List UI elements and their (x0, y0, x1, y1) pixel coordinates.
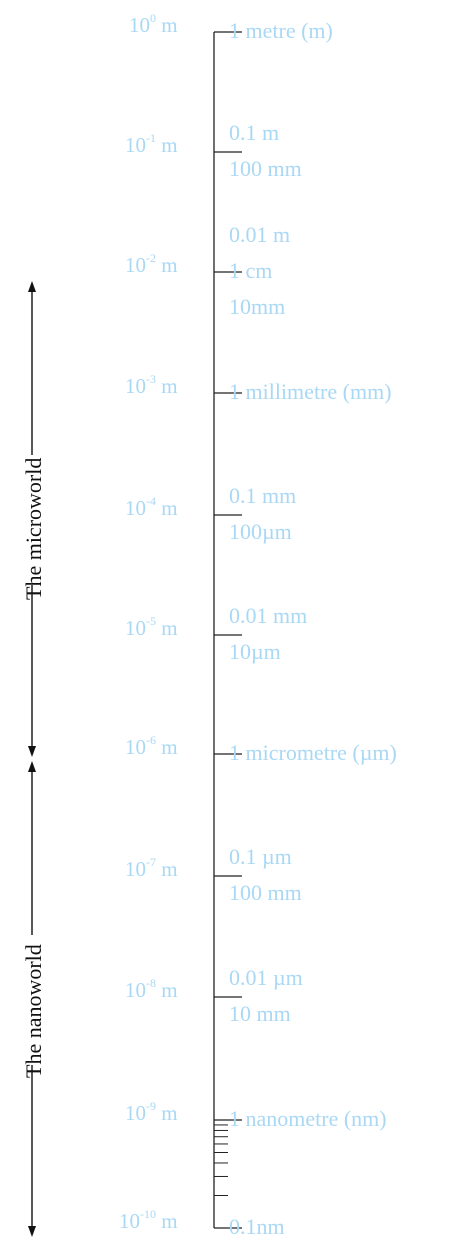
scale-description-line: 1 cm (229, 258, 273, 283)
power-exponent: -4 (146, 494, 156, 508)
power-of-ten-label: 10-3 m (125, 372, 178, 399)
power-exponent: -3 (146, 372, 156, 386)
scale-description-line: 0.01 µm (229, 965, 303, 990)
power-unit: m (156, 857, 178, 881)
scale-description-line: 0.1 m (229, 120, 280, 145)
power-unit: m (156, 374, 178, 398)
power-unit: m (156, 253, 178, 277)
power-of-ten-label: 10-6 m (125, 733, 178, 760)
microworld-label: The microworld (21, 457, 46, 600)
power-unit: m (156, 616, 178, 640)
power-unit: m (156, 13, 178, 37)
scale-description-line: 100 mm (229, 880, 302, 905)
power-unit: m (156, 1209, 178, 1233)
power-of-ten-label: 10-8 m (125, 976, 178, 1003)
power-base: 10 (125, 857, 146, 881)
power-base: 10 (125, 616, 146, 640)
power-exponent: -1 (146, 131, 156, 145)
power-base: 10 (125, 496, 146, 520)
power-base: 10 (125, 978, 146, 1002)
scale-description-line: 100 mm (229, 156, 302, 181)
power-unit: m (156, 133, 178, 157)
scale-description-line: 1 micrometre (µm) (229, 740, 397, 765)
scale-description-line: 0.1 mm (229, 483, 297, 508)
scale-description-line: 10 mm (229, 1001, 291, 1026)
power-exponent: -2 (146, 251, 156, 265)
power-base: 10 (125, 133, 146, 157)
nanoworld-arrow (28, 761, 36, 1237)
power-base: 10 (125, 374, 146, 398)
scale-description-line: 0.1nm (229, 1214, 285, 1239)
power-base: 10 (125, 1101, 146, 1125)
scale-description-line: 0.1 µm (229, 844, 292, 869)
scale-description-line: 10µm (229, 639, 281, 664)
scale-description-line: 10mm (229, 294, 286, 319)
power-base: 10 (129, 13, 150, 37)
microworld-arrow-head-down (28, 746, 36, 757)
power-exponent: -5 (146, 614, 156, 628)
power-base: 10 (125, 253, 146, 277)
power-of-ten-label: 100 m (129, 11, 178, 38)
power-of-ten-label: 10-9 m (125, 1099, 178, 1126)
scale-description-line: 1 metre (m) (229, 18, 333, 43)
nanoworld-label: The nanoworld (21, 944, 46, 1078)
power-exponent: -7 (146, 855, 156, 869)
power-of-ten-label: 10-4 m (125, 494, 178, 521)
power-exponent: 0 (150, 11, 156, 25)
nanoworld-arrow-head-down (28, 1226, 36, 1237)
scale-description-line: 0.01 mm (229, 603, 308, 628)
microworld-arrow (28, 281, 36, 757)
power-base: 10 (119, 1209, 140, 1233)
power-exponent: -6 (146, 733, 156, 747)
power-of-ten-label: 10-1 m (125, 131, 178, 158)
power-unit: m (156, 735, 178, 759)
power-unit: m (156, 978, 178, 1002)
scale-description-line: 1 millimetre (mm) (229, 379, 392, 404)
nanoworld-arrow-head-up (28, 761, 36, 772)
microworld-arrow-head-up (28, 281, 36, 292)
power-exponent: -10 (140, 1207, 156, 1221)
power-exponent: -8 (146, 976, 156, 990)
power-of-ten-label: 10-7 m (125, 855, 178, 882)
scale-description-line: 100µm (229, 519, 292, 544)
power-unit: m (156, 1101, 178, 1125)
power-of-ten-label: 10-5 m (125, 614, 178, 641)
scale-description-line: 1 nanometre (nm) (229, 1106, 387, 1131)
power-of-ten-label: 10-10 m (119, 1207, 178, 1234)
power-exponent: -9 (146, 1099, 156, 1113)
power-of-ten-label: 10-2 m (125, 251, 178, 278)
scale-description-line: 0.01 m (229, 222, 291, 247)
power-base: 10 (125, 735, 146, 759)
power-unit: m (156, 496, 178, 520)
